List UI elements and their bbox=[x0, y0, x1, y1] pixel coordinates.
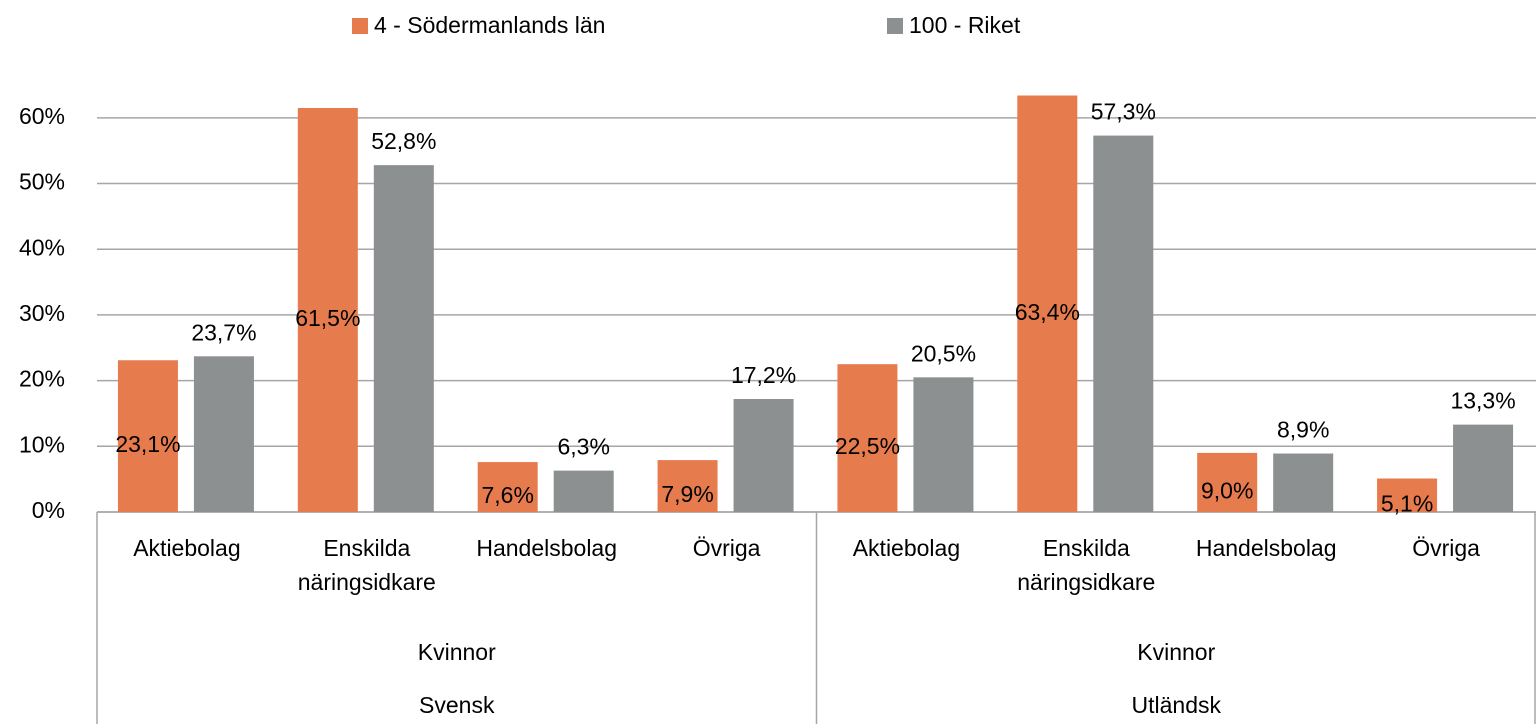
legend-swatch bbox=[887, 18, 903, 34]
data-label: 61,5% bbox=[295, 305, 360, 331]
bar bbox=[1197, 452, 1258, 512]
y-tick-label: 10% bbox=[19, 431, 65, 457]
y-tick-label: 60% bbox=[19, 103, 65, 129]
x-tick-label: Handelsbolag bbox=[476, 535, 618, 561]
y-tick-label: 40% bbox=[19, 234, 65, 260]
bar bbox=[1273, 453, 1334, 512]
x-tick-label: Enskilda näringsidkare bbox=[1017, 535, 1156, 595]
group-label: Utländsk bakgrund bbox=[1131, 692, 1221, 718]
y-tick-label: 20% bbox=[19, 366, 65, 392]
x-tick-label: Aktiebolag bbox=[852, 535, 961, 561]
data-label: 22,5% bbox=[835, 433, 900, 459]
legend-label: 4 - Södermanlands län bbox=[374, 12, 605, 38]
data-label: 52,8% bbox=[371, 128, 436, 154]
bar bbox=[477, 462, 538, 512]
bar bbox=[657, 460, 718, 512]
legend-swatch bbox=[352, 18, 368, 34]
group-label: Kvinnor bbox=[1137, 639, 1216, 665]
bar bbox=[1377, 478, 1438, 512]
y-tick-label: 50% bbox=[19, 169, 65, 195]
data-label: 23,7% bbox=[191, 319, 256, 345]
data-label: 63,4% bbox=[1015, 299, 1080, 325]
bar bbox=[373, 165, 434, 512]
bar bbox=[913, 377, 974, 512]
x-tick-label: Handelsbolag bbox=[1195, 535, 1337, 561]
data-label: 7,6% bbox=[481, 482, 533, 508]
bar bbox=[1453, 424, 1514, 512]
x-tick-label: Övriga bbox=[1412, 535, 1480, 561]
data-label: 23,1% bbox=[115, 431, 180, 457]
data-label: 8,9% bbox=[1277, 417, 1329, 443]
data-label: 17,2% bbox=[731, 362, 796, 388]
group-label: Kvinnor bbox=[417, 639, 496, 665]
y-tick-label: 0% bbox=[32, 497, 65, 523]
bar bbox=[837, 364, 898, 512]
bar bbox=[193, 356, 254, 512]
bar bbox=[553, 470, 614, 512]
legend-label: 100 - Riket bbox=[909, 12, 1021, 38]
data-label: 7,9% bbox=[661, 481, 713, 507]
data-label: 57,3% bbox=[1091, 99, 1156, 125]
data-label: 6,3% bbox=[557, 434, 609, 460]
data-label: 20,5% bbox=[911, 340, 976, 366]
group-label: Svensk bakgrund bbox=[419, 692, 495, 718]
x-tick-label: Enskilda näringsidkare bbox=[297, 535, 436, 595]
bar bbox=[733, 399, 794, 512]
data-label: 13,3% bbox=[1450, 388, 1515, 414]
data-label: 5,1% bbox=[1381, 490, 1433, 516]
bar bbox=[297, 107, 358, 512]
bar bbox=[1017, 95, 1078, 512]
x-tick-label: Övriga bbox=[692, 535, 761, 561]
bar bbox=[1093, 135, 1154, 513]
bar bbox=[117, 360, 178, 512]
x-tick-label: Aktiebolag bbox=[133, 535, 241, 561]
data-label: 9,0% bbox=[1201, 478, 1253, 504]
y-tick-label: 30% bbox=[19, 300, 65, 326]
